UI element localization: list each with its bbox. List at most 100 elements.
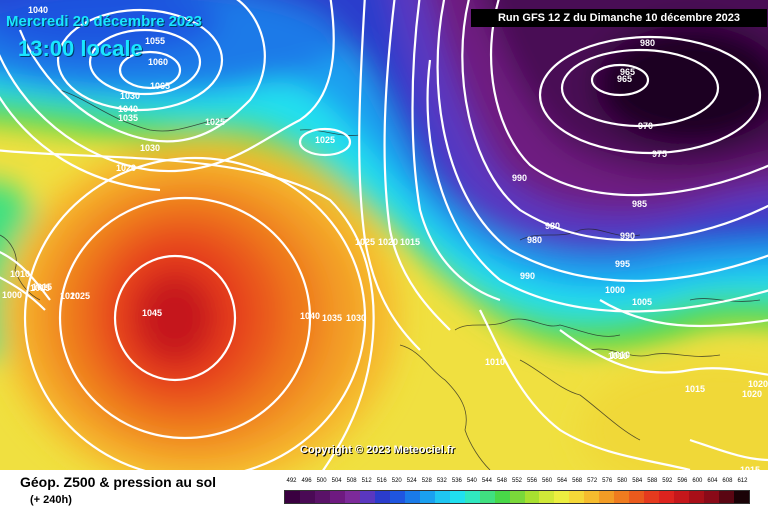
label-1040-b: 1040 [118, 104, 138, 114]
label-970: 970 [638, 121, 653, 131]
label-1060: 1060 [148, 57, 168, 67]
scale-label-576: 576 [602, 478, 613, 484]
scale-cell-612 [734, 491, 750, 503]
scale-label-560: 560 [542, 478, 553, 484]
label-985: 985 [632, 199, 647, 209]
scale-label-580: 580 [617, 478, 628, 484]
label-965-a: 965 [620, 67, 635, 77]
scale-cell-584 [629, 491, 645, 503]
scale-cell-608 [719, 491, 735, 503]
color-scale: 492 496 500 504 508 512 516 520 524 528 532 536 540 5… [284, 478, 750, 506]
scale-label-548: 548 [496, 478, 507, 484]
scale-cell-604 [704, 491, 720, 503]
scale-label-520: 520 [391, 478, 402, 484]
label-1015-w: 1015 [32, 282, 52, 292]
color-scale-bar [284, 490, 750, 504]
label-990-a: 990 [512, 173, 527, 183]
scale-label-584: 584 [632, 478, 643, 484]
label-1010-w: 1010 [10, 269, 30, 279]
scale-cell-536 [449, 491, 465, 503]
scale-label-600: 600 [692, 478, 703, 484]
label-1020-e: 1020 [748, 379, 768, 389]
scale-cell-580 [614, 491, 630, 503]
label-1030-b: 1030 [140, 143, 160, 153]
scale-cell-560 [539, 491, 555, 503]
scale-cell-532 [434, 491, 450, 503]
map-title: Géop. Z500 & pression au sol [20, 474, 217, 490]
scale-cell-572 [584, 491, 600, 503]
label-1030-c: 1030 [346, 313, 366, 323]
label-1040-c: 1040 [300, 311, 320, 321]
scale-cell-512 [359, 491, 375, 503]
label-980-c: 980 [527, 235, 542, 245]
scale-cell-492 [285, 491, 300, 503]
label-1020-a: 1020 [116, 163, 136, 173]
label-990-c: 990 [520, 271, 535, 281]
geopotential-field [0, 0, 768, 470]
label-1020-d: 1020 [60, 291, 80, 301]
label-995: 995 [615, 259, 630, 269]
scale-label-544: 544 [481, 478, 492, 484]
scale-cell-568 [569, 491, 585, 503]
forecast-time: 13:00 locale [18, 36, 143, 61]
scale-label-492: 492 [286, 478, 297, 484]
label-1065: 1065 [150, 81, 170, 91]
scale-label-596: 596 [677, 478, 688, 484]
scale-cell-528 [419, 491, 435, 503]
scale-cell-600 [689, 491, 705, 503]
label-1015-b: 1015 [685, 384, 705, 394]
scale-cell-548 [494, 491, 510, 503]
label-1010-b: 1010 [485, 357, 505, 367]
scale-cell-576 [599, 491, 615, 503]
label-1015-e: 1015 [30, 283, 50, 293]
scale-cell-516 [374, 491, 390, 503]
label-965-b: 965 [617, 74, 632, 84]
scale-label-504: 504 [331, 478, 342, 484]
scale-label-608: 608 [722, 478, 733, 484]
label-1000: 1000 [605, 285, 625, 295]
label-1010-c: 1010 [608, 351, 628, 361]
scale-label-508: 508 [346, 478, 357, 484]
scale-label-540: 540 [466, 478, 477, 484]
color-scale-labels: 492 496 500 504 508 512 516 520 524 528 532 536 540 5… [284, 478, 750, 488]
scale-label-612: 612 [737, 478, 748, 484]
label-1000-w: 1000 [2, 290, 22, 300]
label-1025-a: 1025 [205, 117, 225, 127]
scale-label-568: 568 [572, 478, 583, 484]
scale-label-588: 588 [647, 478, 658, 484]
scale-label-496: 496 [301, 478, 312, 484]
label-1035-a: 1035 [118, 113, 138, 123]
scale-label-512: 512 [361, 478, 372, 484]
scale-cell-596 [674, 491, 690, 503]
label-1025-c: 1025 [355, 237, 375, 247]
label-1040-top: 1040 [28, 5, 48, 15]
label-1010-a: 1010 [610, 350, 630, 360]
scale-label-564: 564 [557, 478, 568, 484]
scale-cell-520 [389, 491, 405, 503]
scale-cell-508 [344, 491, 360, 503]
scale-cell-556 [524, 491, 540, 503]
label-1035-b: 1035 [322, 313, 342, 323]
scale-cell-500 [314, 491, 330, 503]
label-1020-b: 1020 [378, 237, 398, 247]
coastlines [0, 89, 761, 470]
scale-cell-544 [479, 491, 495, 503]
label-980-a: 980 [640, 38, 655, 48]
label-1005: 1005 [632, 297, 652, 307]
scale-label-572: 572 [587, 478, 598, 484]
scale-cell-588 [644, 491, 660, 503]
scale-cell-564 [554, 491, 570, 503]
forecast-offset: (+ 240h) [30, 494, 72, 506]
label-1020-c: 1020 [742, 389, 762, 399]
scale-label-604: 604 [707, 478, 718, 484]
run-info-banner: Run GFS 12 Z du Dimanche 10 décembre 202… [471, 9, 767, 27]
label-1045: 1045 [142, 308, 162, 318]
label-1015-c: 1015 [705, 469, 725, 470]
scale-cell-504 [329, 491, 345, 503]
scale-label-556: 556 [527, 478, 538, 484]
scale-cell-496 [299, 491, 315, 503]
label-1025-b: 1025 [315, 135, 335, 145]
scale-cell-592 [659, 491, 675, 503]
